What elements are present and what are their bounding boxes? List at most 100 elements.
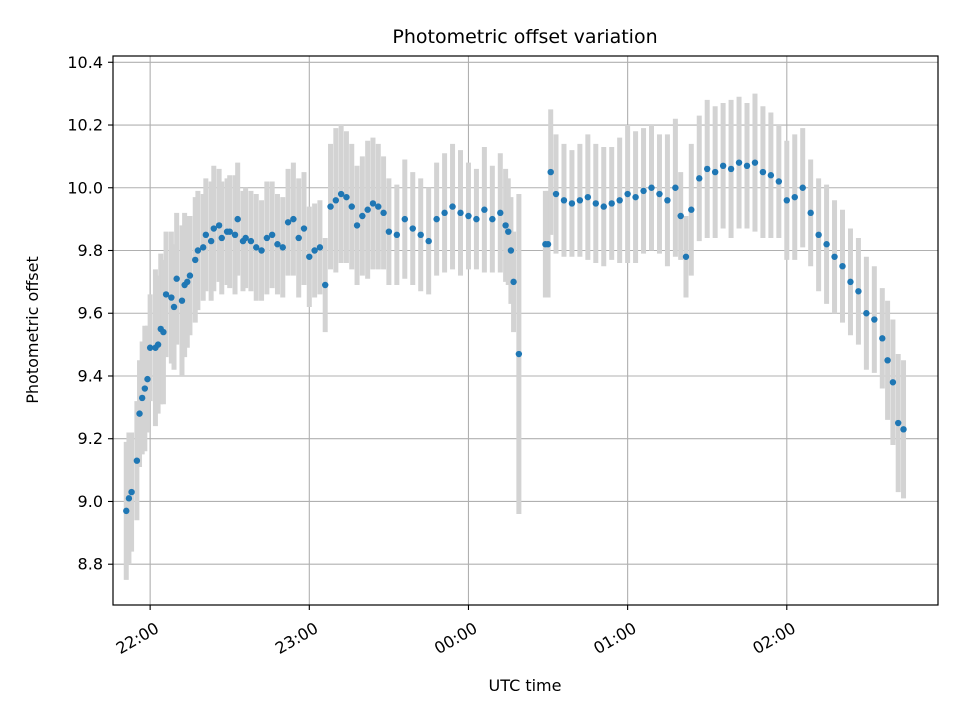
data-point [306,253,313,260]
data-point [473,215,480,223]
y-tick-label: 9.6 [78,304,103,323]
data-point [664,197,671,204]
data-point [215,222,223,229]
data-point [489,215,496,223]
data-point [711,168,719,176]
data-point [417,231,424,239]
x-axis-label: UTC time [489,676,562,695]
data-point [847,278,854,286]
data-point [759,168,767,176]
data-point [123,507,130,515]
data-point [268,231,276,239]
data-point [138,394,146,402]
data-point [375,203,382,210]
data-point [409,225,416,232]
data-point [449,203,456,210]
data-point [234,215,241,223]
data-point [839,262,846,270]
y-tick-label: 9.4 [78,366,103,385]
data-point [274,241,281,248]
data-point [767,172,775,179]
data-point [154,341,162,348]
data-point [497,209,504,217]
data-point [457,209,464,217]
data-point [727,165,735,173]
data-point [425,237,432,245]
data-point [327,203,334,210]
data-point [624,190,631,198]
data-point [465,212,472,220]
data-point [348,203,355,210]
y-tick-label: 8.8 [78,555,103,574]
data-point [547,168,554,176]
data-point [186,272,194,279]
data-point [799,184,806,191]
data-point [168,294,175,301]
data-point [364,206,371,213]
data-point [290,215,297,223]
data-point [385,228,393,235]
data-point [369,200,377,207]
data-point [584,193,592,201]
y-tick-label: 10.4 [67,53,103,72]
data-point [831,253,838,260]
data-points [123,159,907,515]
data-point [656,190,663,198]
data-point [263,234,271,242]
chart-title: Photometric offset variation [392,26,657,48]
data-point [247,237,255,245]
data-point [507,247,515,254]
data-point [173,275,180,282]
data-point [823,241,830,248]
data-point [199,244,207,251]
data-point [162,291,170,298]
data-point [194,247,202,254]
y-tick-label: 9.0 [78,492,103,511]
data-point [807,209,814,217]
data-point [295,234,302,242]
data-point [393,231,401,239]
data-point [136,410,143,417]
data-point [672,184,679,191]
data-point [170,303,178,311]
y-axis-ticks: 8.8 9.0 9.2 9.4 9.6 9.8 10.0 10.2 10.4 [67,53,113,574]
data-point [184,278,191,286]
data-point [258,247,265,254]
data-point [141,385,149,392]
data-point [300,225,308,232]
data-point [226,228,233,235]
data-point [682,253,690,260]
data-point [560,197,568,204]
data-point [863,310,870,317]
data-point [322,281,329,289]
data-point [192,256,199,264]
data-point [515,350,523,358]
y-tick-label: 10.2 [67,116,103,135]
data-point [160,328,167,336]
data-point [343,193,350,201]
data-point [879,335,886,342]
data-point [279,244,286,251]
y-tick-label: 9.8 [78,241,103,260]
data-point [481,206,488,213]
data-point [632,193,639,201]
data-point [401,215,409,223]
data-point [441,209,448,217]
data-point [600,203,607,210]
data-point [380,209,387,217]
data-point [719,162,727,169]
data-point [125,495,133,502]
y-tick-label: 10.0 [67,178,103,197]
data-point [359,212,366,220]
data-point [510,278,517,286]
plot-frame [112,55,939,606]
data-point [253,244,260,251]
grid [113,56,938,605]
data-point [133,457,141,464]
data-point [751,159,759,166]
data-point [144,375,151,383]
data-point [311,247,318,254]
data-point [218,234,225,242]
data-point [207,237,215,245]
data-point [552,190,560,198]
